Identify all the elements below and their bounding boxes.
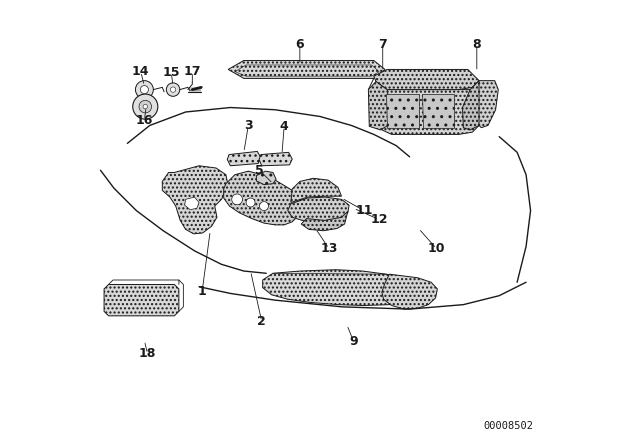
Circle shape: [140, 86, 148, 94]
Circle shape: [143, 104, 148, 109]
Circle shape: [139, 100, 152, 113]
Text: 14: 14: [132, 65, 150, 78]
Polygon shape: [104, 284, 179, 316]
Text: 11: 11: [355, 204, 372, 217]
Polygon shape: [228, 60, 385, 78]
Circle shape: [166, 83, 180, 96]
Polygon shape: [185, 197, 199, 210]
Polygon shape: [262, 270, 419, 306]
Polygon shape: [227, 151, 261, 166]
Text: 6: 6: [296, 38, 304, 52]
Text: 1: 1: [198, 284, 207, 298]
Polygon shape: [163, 166, 228, 234]
Polygon shape: [288, 197, 349, 222]
Circle shape: [132, 94, 158, 119]
Text: 2: 2: [257, 315, 266, 328]
Circle shape: [246, 198, 255, 207]
Text: 9: 9: [349, 335, 358, 348]
Polygon shape: [479, 81, 499, 128]
Text: 7: 7: [378, 38, 387, 52]
Polygon shape: [422, 94, 454, 128]
Text: 17: 17: [184, 65, 201, 78]
Text: 12: 12: [371, 213, 388, 226]
Polygon shape: [380, 90, 479, 134]
Text: 16: 16: [136, 113, 153, 127]
Text: 3: 3: [244, 119, 253, 132]
Polygon shape: [291, 178, 342, 202]
Circle shape: [260, 202, 269, 211]
Text: 5: 5: [255, 164, 264, 177]
Circle shape: [170, 87, 176, 92]
Text: 15: 15: [163, 66, 180, 79]
Text: 13: 13: [320, 242, 338, 255]
Polygon shape: [259, 152, 292, 166]
Text: 8: 8: [472, 38, 481, 52]
Text: 00008502: 00008502: [483, 421, 533, 431]
Polygon shape: [257, 171, 276, 185]
Polygon shape: [301, 211, 348, 231]
Circle shape: [136, 81, 154, 99]
Text: 4: 4: [280, 120, 289, 133]
Text: 10: 10: [428, 242, 445, 255]
Polygon shape: [374, 69, 479, 90]
Polygon shape: [369, 82, 392, 130]
Polygon shape: [463, 81, 481, 130]
Polygon shape: [387, 94, 419, 128]
Circle shape: [232, 194, 243, 205]
Polygon shape: [224, 171, 303, 225]
Polygon shape: [382, 274, 437, 309]
Text: 18: 18: [139, 347, 156, 361]
